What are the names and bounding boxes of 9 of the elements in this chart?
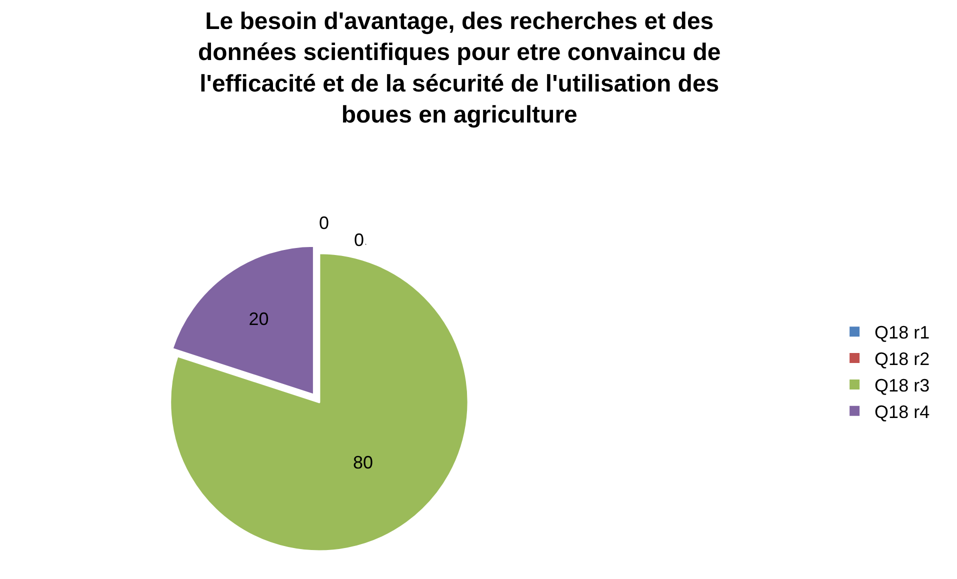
data-label: 20 xyxy=(248,308,269,329)
legend-label: Q18 r3 xyxy=(874,375,930,396)
legend-label: Q18 r2 xyxy=(874,349,930,370)
legend-label: Q18 r4 xyxy=(874,402,930,422)
data-label: 80 xyxy=(353,452,374,472)
text: 0 xyxy=(354,230,364,250)
text: 0 xyxy=(319,213,330,233)
legend-label: Q18 r1 xyxy=(874,322,930,343)
chart-title: Le besoin d'avantage, des recherches et des données scientifiques pour etre convaincu de l'efficacité et de la sécurité de l'utilisation des boues en agriculture xyxy=(198,8,721,129)
